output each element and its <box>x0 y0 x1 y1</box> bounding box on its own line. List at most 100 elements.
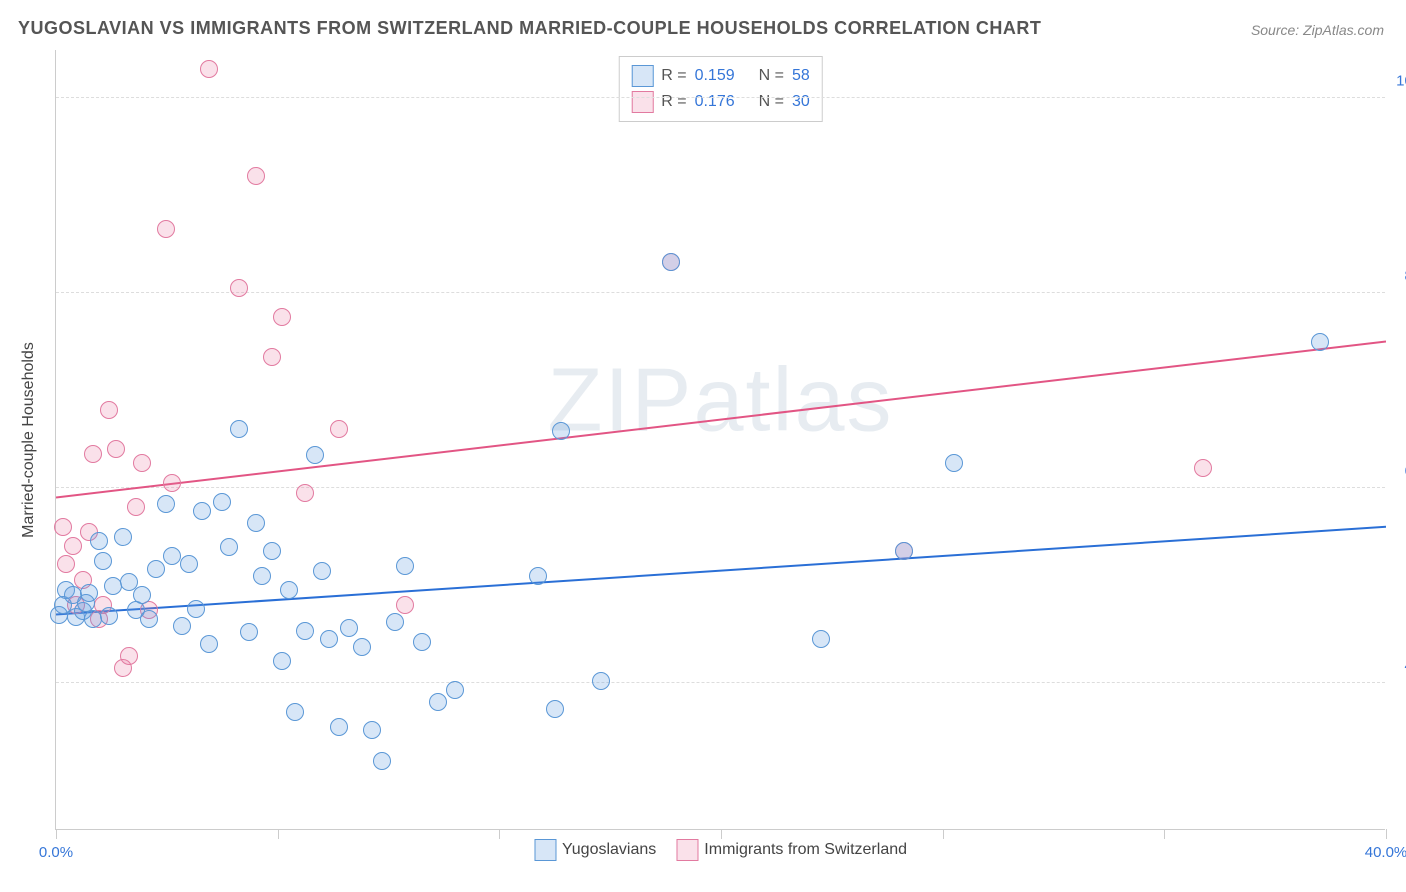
data-point <box>140 610 158 628</box>
data-point <box>313 562 331 580</box>
data-point <box>662 253 680 271</box>
data-point <box>163 547 181 565</box>
data-point <box>100 607 118 625</box>
series-legend: Yugoslavians Immigrants from Switzerland <box>534 839 907 861</box>
data-point <box>84 610 102 628</box>
data-point <box>230 420 248 438</box>
plot-area: ZIPatlas R = 0.159 N = 58 R = 0.176 N = … <box>55 50 1385 830</box>
x-tick-label: 40.0% <box>1365 844 1406 861</box>
data-point <box>1311 333 1329 351</box>
legend-item-series-1: Yugoslavians <box>534 839 656 861</box>
data-point <box>253 567 271 585</box>
stats-row-series-2: R = 0.176 N = 30 <box>631 89 810 115</box>
data-point <box>213 493 231 511</box>
data-point <box>57 555 75 573</box>
trendline <box>56 342 1386 498</box>
data-point <box>396 557 414 575</box>
x-tick <box>1386 829 1387 839</box>
data-point <box>80 584 98 602</box>
data-point <box>812 630 830 648</box>
legend-item-series-2: Immigrants from Switzerland <box>676 839 907 861</box>
data-point <box>546 700 564 718</box>
chart-container: YUGOSLAVIAN VS IMMIGRANTS FROM SWITZERLA… <box>0 0 1406 892</box>
stats-legend: R = 0.159 N = 58 R = 0.176 N = 30 <box>618 56 823 122</box>
x-tick <box>1164 829 1165 839</box>
n-label: N = <box>759 67 784 85</box>
gridline <box>56 292 1385 293</box>
r-value-series-2: 0.176 <box>695 93 735 111</box>
data-point <box>373 752 391 770</box>
gridline <box>56 97 1385 98</box>
legend-swatch-series-1 <box>631 65 653 87</box>
data-point <box>147 560 165 578</box>
x-tick <box>56 829 57 839</box>
data-point <box>94 552 112 570</box>
data-point <box>90 532 108 550</box>
data-point <box>296 484 314 502</box>
data-point <box>552 422 570 440</box>
data-point <box>286 703 304 721</box>
data-point <box>353 638 371 656</box>
data-point <box>114 528 132 546</box>
gridline <box>56 487 1385 488</box>
data-point <box>120 647 138 665</box>
data-point <box>187 600 205 618</box>
x-tick <box>721 829 722 839</box>
data-point <box>429 693 447 711</box>
data-point <box>413 633 431 651</box>
data-point <box>363 721 381 739</box>
data-point <box>64 537 82 555</box>
data-point <box>330 420 348 438</box>
n-label: N = <box>759 93 784 111</box>
data-point <box>157 495 175 513</box>
data-point <box>340 619 358 637</box>
data-point <box>446 681 464 699</box>
data-point <box>200 60 218 78</box>
data-point <box>200 635 218 653</box>
x-tick <box>278 829 279 839</box>
watermark-text: ZIPatlas <box>547 349 893 452</box>
data-point <box>386 613 404 631</box>
data-point <box>529 567 547 585</box>
data-point <box>247 167 265 185</box>
stats-row-series-1: R = 0.159 N = 58 <box>631 63 810 89</box>
legend-swatch-series-2 <box>631 91 653 113</box>
data-point <box>193 502 211 520</box>
data-point <box>163 474 181 492</box>
data-point <box>330 718 348 736</box>
x-tick-label: 0.0% <box>39 844 73 861</box>
x-tick <box>943 829 944 839</box>
r-label: R = <box>661 67 686 85</box>
y-axis-label: Married-couple Households <box>20 342 38 538</box>
data-point <box>1194 459 1212 477</box>
data-point <box>240 623 258 641</box>
data-point <box>84 445 102 463</box>
r-value-series-1: 0.159 <box>695 67 735 85</box>
n-value-series-2: 30 <box>792 93 810 111</box>
data-point <box>396 596 414 614</box>
x-tick <box>499 829 500 839</box>
data-point <box>320 630 338 648</box>
data-point <box>133 586 151 604</box>
data-point <box>107 440 125 458</box>
r-label: R = <box>661 93 686 111</box>
legend-label-series-1: Yugoslavians <box>562 841 656 859</box>
legend-swatch-series-2 <box>676 839 698 861</box>
data-point <box>273 652 291 670</box>
data-point <box>895 542 913 560</box>
chart-title: YUGOSLAVIAN VS IMMIGRANTS FROM SWITZERLA… <box>18 18 1041 39</box>
data-point <box>273 308 291 326</box>
gridline <box>56 682 1385 683</box>
legend-swatch-series-1 <box>534 839 556 861</box>
data-point <box>945 454 963 472</box>
n-value-series-1: 58 <box>792 67 810 85</box>
data-point <box>280 581 298 599</box>
data-point <box>104 577 122 595</box>
data-point <box>157 220 175 238</box>
data-point <box>173 617 191 635</box>
data-point <box>220 538 238 556</box>
data-point <box>263 542 281 560</box>
data-point <box>54 518 72 536</box>
source-attribution: Source: ZipAtlas.com <box>1251 22 1384 38</box>
data-point <box>230 279 248 297</box>
